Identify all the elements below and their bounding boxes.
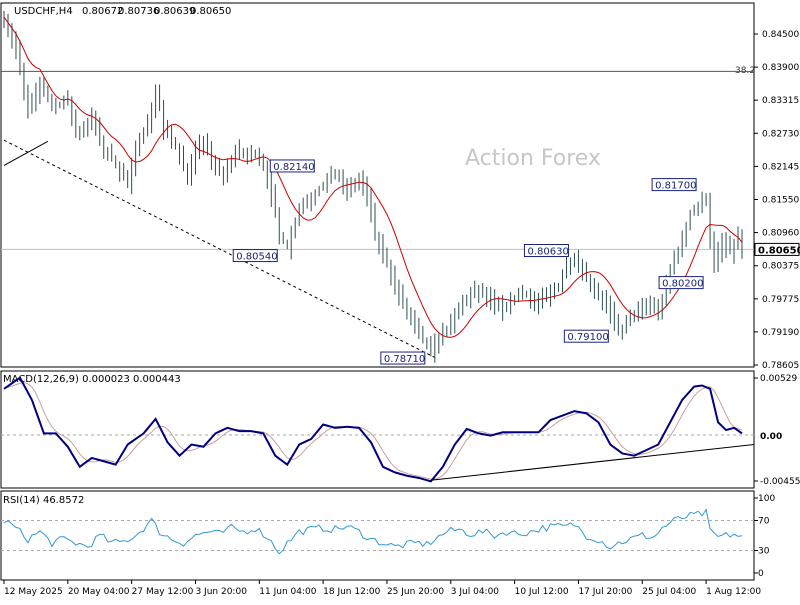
header-symbol: USDCHF,H4 — [14, 6, 73, 17]
macd-signal-line — [3, 381, 743, 480]
price-annotation-box — [658, 276, 704, 290]
price-annotation-box — [269, 159, 315, 173]
x-tick-label: 3 Jul 04:00 — [451, 587, 500, 597]
rsi-tick-label: 70 — [758, 517, 770, 527]
price-annotation: 0.82140 — [269, 159, 315, 173]
price-annotation: 0.80200 — [658, 276, 704, 290]
solid-trendline — [3, 140, 49, 166]
price-panel-frame — [0, 2, 755, 368]
macd-zero-badge: 0.00 — [754, 428, 786, 442]
x-tick-label: 12 May 2025 — [4, 587, 63, 597]
x-tick-label: 25 Jun 20:00 — [387, 587, 444, 597]
price-tick-label: 0.83900 — [762, 63, 799, 73]
x-tick-label: 10 Jul 12:00 — [515, 587, 569, 597]
watermark: Action Forex — [465, 146, 601, 171]
rsi-tick-label: 0 — [758, 569, 764, 579]
rsi-panel[interactable]: RSI(14) 46.8572 100 70 30 0 — [0, 490, 775, 581]
price-annotation: 0.78710 — [380, 351, 426, 365]
price-tick-label: 0.78605 — [762, 361, 799, 371]
rsi-title: RSI(14) 46.8572 — [3, 495, 84, 506]
rsi-tick-label: 30 — [758, 547, 770, 557]
header-close: 0.80650 — [190, 6, 231, 17]
moving-average-line — [3, 16, 743, 338]
price-annotation-text: 0.78710 — [384, 354, 425, 365]
price-annotation-text: 0.81700 — [655, 181, 696, 192]
price-annotation: 0.80630 — [523, 244, 569, 258]
rsi-line — [3, 508, 743, 555]
x-axis: 12 May 2025 20 May 04:00 27 May 12:00 3 Jun… — [3, 580, 761, 597]
price-annotation-box — [523, 244, 569, 258]
price-annotation-text: 0.80200 — [662, 279, 703, 290]
price-annotation-text: 0.82140 — [273, 162, 314, 173]
price-tick-label: 0.83315 — [762, 96, 799, 106]
price-panel[interactable]: Action Forex USDCHF,H4 0.80672 0.80736 0… — [0, 2, 800, 371]
price-annotation-box — [563, 329, 609, 343]
x-tick-label: 11 Jun 04:00 — [259, 587, 316, 597]
x-tick-label: 18 Jun 12:00 — [323, 587, 380, 597]
x-tick-label: 1 Aug 12:00 — [706, 587, 761, 597]
price-tick-label: 0.79775 — [762, 295, 799, 305]
header-high: 0.80736 — [118, 6, 159, 17]
x-tick-label: 25 Jul 04:00 — [642, 587, 696, 597]
price-annotation-box — [232, 249, 278, 263]
price-annotation: 0.80540 — [232, 249, 278, 263]
rsi-panel-frame — [0, 490, 755, 581]
macd-zero-box — [754, 428, 786, 442]
x-tick-label: 27 May 12:00 — [132, 587, 194, 597]
macd-tick-label: -0.004557 — [760, 477, 800, 487]
price-annotation-box — [651, 178, 697, 192]
current-price-box — [754, 242, 800, 256]
price-annotation: 0.79100 — [563, 329, 609, 343]
price-annotation: 0.81700 — [651, 178, 697, 192]
rsi-tick-label: 100 — [758, 494, 775, 504]
header-open: 0.80672 — [82, 6, 123, 17]
price-tick-label: 0.84500 — [762, 30, 799, 40]
macd-trendline — [430, 444, 755, 481]
dotted-trendline — [3, 139, 436, 358]
macd-panel[interactable]: MACD(12,26,9) 0.000023 0.000443 0.00529 0… — [0, 370, 800, 489]
price-annotation-text: 0.80630 — [527, 247, 568, 258]
current-price-text: 0.80650 — [758, 245, 800, 256]
price-tick-label: 0.79190 — [762, 328, 799, 338]
price-tick-label: 0.81550 — [762, 196, 799, 206]
current-price-badge: 0.80650 — [754, 242, 800, 256]
macd-zero-text: 0.00 — [760, 432, 782, 442]
price-tick-label: 0.80375 — [762, 262, 799, 272]
x-tick-label: 3 Jun 20:00 — [195, 587, 247, 597]
price-annotation-box — [380, 351, 426, 365]
price-header: USDCHF,H4 0.80672 0.80736 0.80639 0.8065… — [14, 6, 231, 17]
header-low: 0.80639 — [154, 6, 195, 17]
macd-main-line — [3, 376, 743, 483]
price-tick-label: 0.80960 — [762, 229, 799, 239]
macd-title: MACD(12,26,9) 0.000023 0.000443 — [3, 374, 181, 385]
price-annotation-text: 0.80540 — [236, 252, 277, 263]
price-tick-label: 0.82145 — [762, 162, 799, 172]
price-annotation-text: 0.79100 — [567, 332, 608, 343]
x-tick-label: 17 Jul 20:00 — [578, 587, 632, 597]
macd-panel-frame — [0, 370, 755, 489]
x-tick-label: 20 May 04:00 — [68, 587, 130, 597]
price-tick-label: 0.82730 — [762, 129, 799, 139]
macd-tick-label: 0.00529 — [760, 374, 797, 384]
